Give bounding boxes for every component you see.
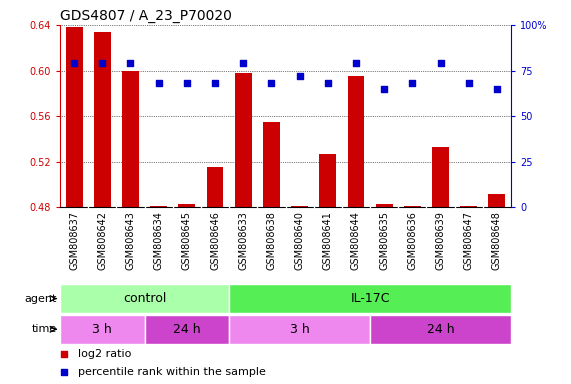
Text: GSM808646: GSM808646 (210, 211, 220, 270)
Point (492, 86, 501, 92)
Point (267, 80, 276, 86)
Point (323, 80, 332, 86)
Bar (319, 154, 336, 207)
Text: GDS4807 / A_23_P70020: GDS4807 / A_23_P70020 (60, 8, 232, 23)
Bar (94, 32, 111, 207)
Text: GSM808641: GSM808641 (323, 211, 333, 270)
Point (464, 80, 473, 86)
Point (70, 60, 79, 66)
Point (380, 86, 389, 92)
Point (211, 80, 220, 86)
Bar (263, 122, 280, 207)
Point (239, 60, 248, 66)
Point (60, 351, 69, 357)
Bar (432, 147, 449, 207)
Text: GSM808645: GSM808645 (182, 211, 192, 270)
Bar (229, 315, 370, 344)
Bar (178, 204, 195, 207)
Bar (60, 284, 229, 313)
Point (436, 60, 445, 66)
Text: GSM808633: GSM808633 (238, 211, 248, 270)
Bar (60, 315, 144, 344)
Text: 3 h: 3 h (93, 323, 112, 336)
Bar (66, 27, 83, 207)
Text: GSM808648: GSM808648 (492, 211, 502, 270)
Text: log2 ratio: log2 ratio (78, 349, 131, 359)
Bar (229, 284, 511, 313)
Text: GSM808636: GSM808636 (407, 211, 417, 270)
Text: GSM808644: GSM808644 (351, 211, 361, 270)
Text: percentile rank within the sample: percentile rank within the sample (78, 366, 266, 377)
Text: GSM808638: GSM808638 (267, 211, 276, 270)
Text: GSM808643: GSM808643 (126, 211, 135, 270)
Bar (150, 206, 167, 207)
Point (60, 369, 69, 375)
Point (182, 80, 191, 86)
Text: GSM808642: GSM808642 (97, 211, 107, 270)
Point (351, 60, 360, 66)
Text: GSM808634: GSM808634 (154, 211, 164, 270)
Bar (235, 73, 252, 207)
Text: GSM808637: GSM808637 (69, 211, 79, 270)
Bar (207, 167, 223, 207)
Text: GSM808640: GSM808640 (295, 211, 304, 270)
Text: GSM808635: GSM808635 (379, 211, 389, 270)
Bar (348, 76, 364, 207)
Point (98, 60, 107, 66)
Text: control: control (123, 292, 166, 305)
Text: 24 h: 24 h (427, 323, 455, 336)
Point (408, 80, 417, 86)
Text: GSM808647: GSM808647 (464, 211, 474, 270)
Bar (291, 206, 308, 207)
Bar (460, 206, 477, 207)
Text: agent: agent (25, 293, 57, 304)
Text: time: time (32, 324, 57, 334)
Bar (404, 206, 421, 207)
Bar (144, 315, 229, 344)
Bar (376, 204, 393, 207)
Text: 3 h: 3 h (289, 323, 309, 336)
Point (154, 80, 163, 86)
Text: 24 h: 24 h (173, 323, 200, 336)
Point (126, 60, 135, 66)
Point (295, 73, 304, 79)
Bar (489, 194, 505, 207)
Text: IL-17C: IL-17C (351, 292, 390, 305)
Bar (370, 315, 511, 344)
Text: GSM808639: GSM808639 (436, 211, 445, 270)
Bar (122, 71, 139, 207)
